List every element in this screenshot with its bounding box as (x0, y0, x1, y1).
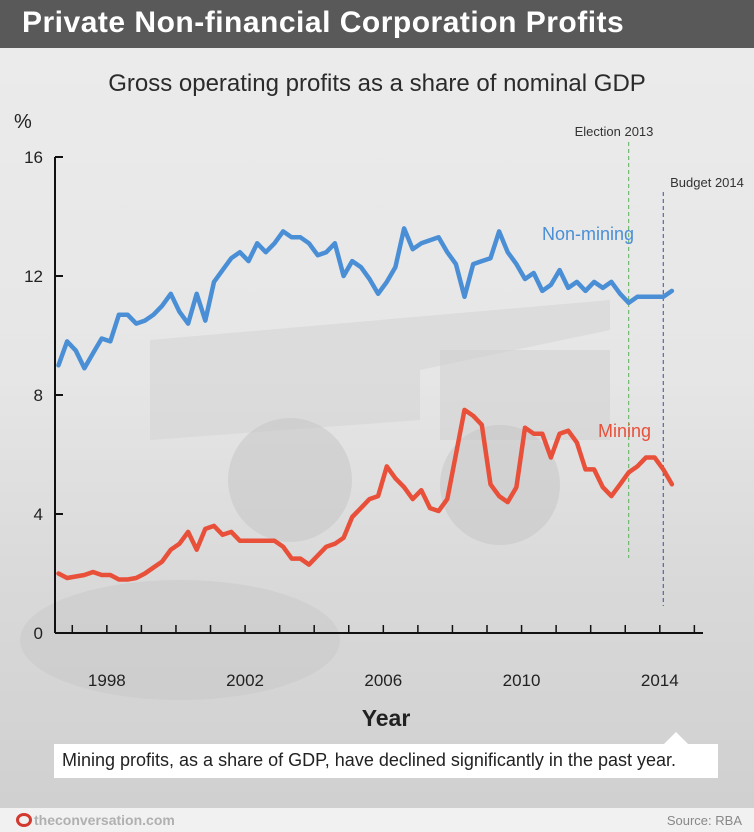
y-axis-label: % (14, 111, 32, 133)
y-tick-label: 8 (34, 386, 43, 405)
brand-link[interactable]: theconversation.com (34, 812, 175, 828)
series-group: Non-mining Mining (56, 224, 675, 582)
footer: theconversation.com Source: RBA (0, 808, 754, 832)
line-chart: % 0 4 8 12 16 1998 2002 2006 2010 2014 Year Electio… (14, 111, 744, 731)
axes: % 0 4 8 12 16 1998 2002 2006 2010 2014 Year (14, 111, 703, 731)
caption-pointer (664, 732, 688, 744)
y-tick-label: 16 (24, 148, 43, 167)
x-tick-label: 2014 (641, 671, 679, 690)
chart-title: Gross operating profits as a share of no… (108, 70, 646, 97)
x-tick-label: 2002 (226, 671, 264, 690)
reference-label-0: Election 2013 (575, 124, 654, 139)
reference-lines: Election 2013 Budget 2014 (575, 124, 744, 606)
y-tick-label: 4 (34, 505, 43, 524)
conversation-logo-icon (16, 813, 32, 827)
series-line-mining (56, 407, 675, 582)
caption-text: Mining profits, as a share of GDP, have … (62, 750, 677, 770)
series-label-mining: Mining (598, 421, 651, 441)
source-credit: Source: RBA (666, 813, 742, 828)
series-label-non-mining: Non-mining (542, 224, 634, 244)
title-bar: Private Non-financial Corporation Profit… (0, 0, 754, 48)
reference-label-1: Budget 2014 (670, 175, 744, 190)
x-tick-label: 1998 (88, 671, 126, 690)
x-tick-label: 2010 (503, 671, 541, 690)
caption-box: Mining profits, as a share of GDP, have … (54, 744, 718, 778)
x-axis-label: Year (362, 705, 411, 731)
series-line-non-mining (56, 226, 675, 371)
x-tick-label: 2006 (364, 671, 402, 690)
y-tick-label: 0 (34, 624, 43, 643)
dump-truck-background (20, 300, 610, 700)
page-title: Private Non-financial Corporation Profit… (22, 6, 625, 39)
y-tick-label: 12 (24, 267, 43, 286)
